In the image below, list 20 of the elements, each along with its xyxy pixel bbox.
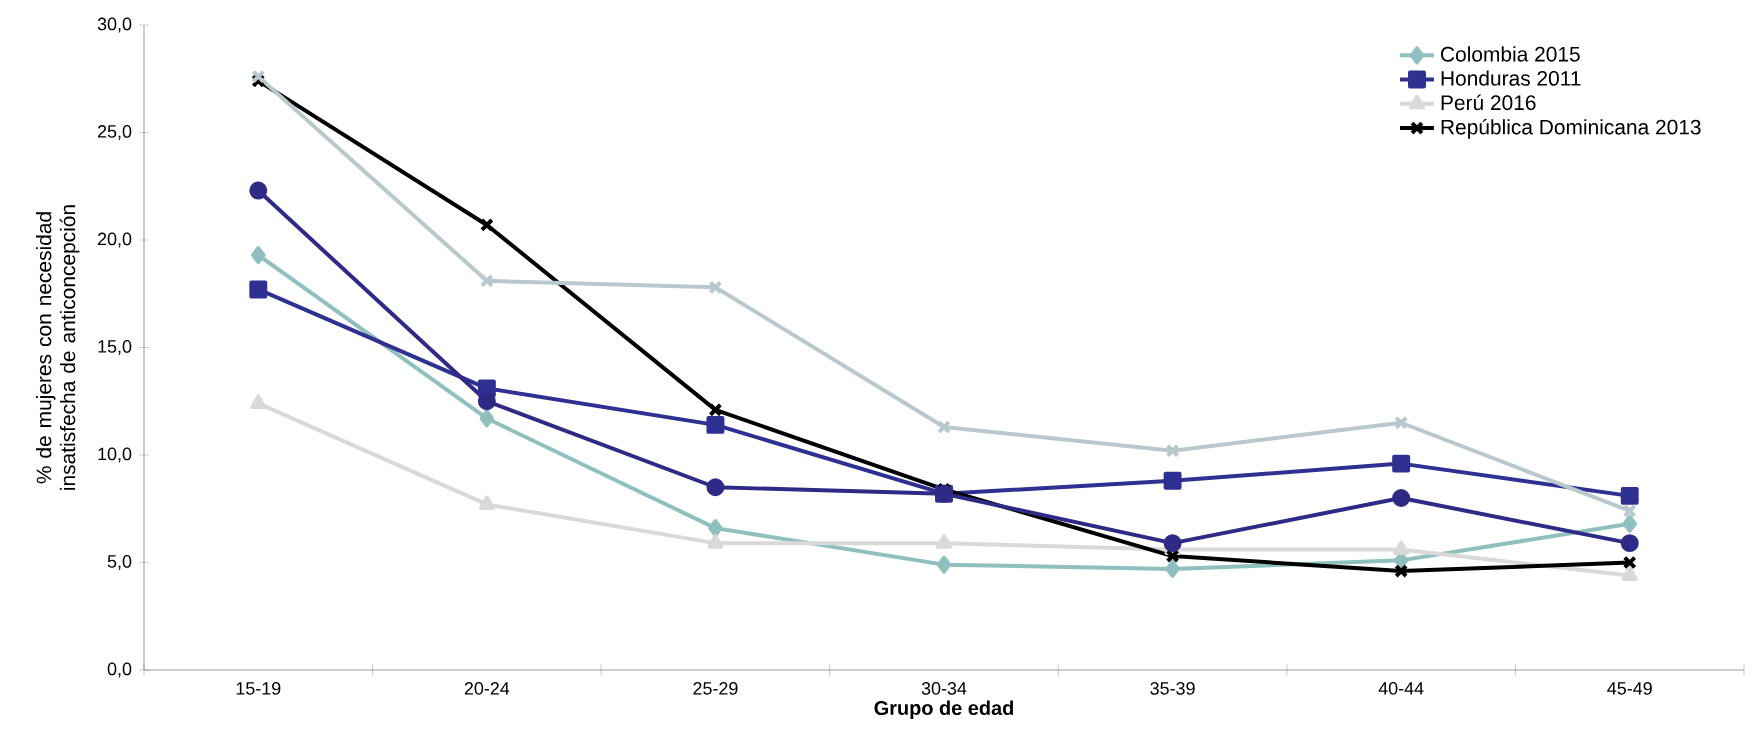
y-tick-label: 30,0 bbox=[97, 17, 132, 33]
x-tick-label: 25-29 bbox=[693, 682, 738, 695]
x-tick-label: 30-34 bbox=[921, 682, 967, 695]
legend-label: República Dominicana 2013 bbox=[1441, 118, 1701, 139]
x-tick-label: 40-44 bbox=[1378, 682, 1424, 695]
legend-label: Perú 2016 bbox=[1441, 94, 1536, 111]
x-tick-label: 35-39 bbox=[1150, 682, 1195, 695]
y-tick-label: 5,0 bbox=[107, 555, 132, 570]
y-tick-label: 0,0 bbox=[107, 662, 132, 678]
x-axis-title: Grupo de edad bbox=[874, 700, 1013, 719]
x-tick-label: 45-49 bbox=[1607, 682, 1652, 695]
y-axis-title: % de mujeres con necesidad insatisfecha de anticoncepción bbox=[36, 205, 80, 490]
y-tick-label: 20,0 bbox=[97, 232, 132, 248]
x-tick-label: 15-19 bbox=[236, 682, 281, 695]
y-tick-label: 10,0 bbox=[98, 447, 132, 463]
y-tick-label: 15,0 bbox=[98, 340, 132, 355]
x-tick-label: 20-24 bbox=[464, 682, 510, 695]
legend-label: Honduras 2011 bbox=[1441, 70, 1581, 86]
legend-label: Colombia 2015 bbox=[1441, 46, 1580, 62]
y-tick-label: 25,0 bbox=[97, 125, 132, 140]
